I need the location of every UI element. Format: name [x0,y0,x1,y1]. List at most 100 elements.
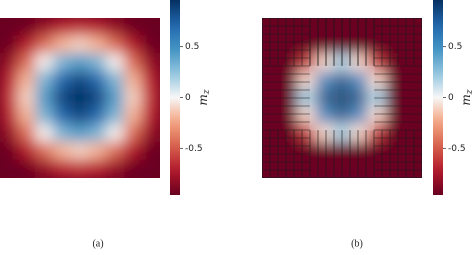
heatmap-cell [70,159,90,178]
heatmap-cell [403,159,422,178]
heatmap-cell [52,35,72,55]
heatmap-cell [52,159,72,178]
heatmap-cell [123,141,143,161]
heatmap [0,18,160,178]
heatmap-cell [297,159,316,178]
heatmap-cell [314,106,334,126]
heatmap-cell [70,35,90,55]
heatmap-cell [332,70,352,90]
heatmap-cell [314,53,334,72]
heatmap-cell [385,35,405,55]
colorbar [433,0,443,195]
heatmap-cell [279,18,299,37]
heatmap-cell [262,124,281,143]
heatmap-cell [141,35,160,55]
heatmap-cell [88,106,108,126]
heatmap-cell [141,141,160,161]
heatmap-cell [403,141,422,161]
heatmap-cell [70,106,90,126]
heatmap-cell [70,141,90,161]
heatmap-cell [314,124,334,143]
heatmap-cell [0,106,19,126]
heatmap-cell [70,88,90,108]
heatmap-cell [35,141,54,161]
heatmap-cell [0,18,19,37]
heatmap-cell [106,88,125,108]
heatmap-cell [70,53,90,72]
heatmap-cell [314,159,334,178]
heatmap-cell [123,35,143,55]
heatmap-cell [141,106,160,126]
heatmap-cell [279,53,299,72]
heatmap-cell [262,106,281,126]
heatmap-cell [279,141,299,161]
heatmap-cell [332,106,352,126]
heatmap-cell [279,124,299,143]
heatmap-cell [17,106,37,126]
heatmap-cell [297,106,316,126]
heatmap-cell [297,141,316,161]
heatmap-cell [385,106,405,126]
heatmap-cell [35,124,54,143]
heatmap-cells [262,18,422,178]
heatmap-cell [17,70,37,90]
heatmap-cell [123,88,143,108]
heatmap-cell [368,159,387,178]
heatmap-cell [314,35,334,55]
heatmap-cell [141,159,160,178]
heatmap-cell [350,70,370,90]
heatmap-cell [314,88,334,108]
heatmap [262,18,422,178]
colorbar-tick-label: 0.5 [185,42,199,52]
heatmap-cell [0,35,19,55]
colorbar [170,0,180,195]
heatmap-cell [123,70,143,90]
heatmap-cell [106,106,125,126]
colorbar-label: mz [196,89,212,105]
heatmap-cell [70,124,90,143]
heatmap-cell [141,124,160,143]
heatmap-cell [350,159,370,178]
heatmap-cell [52,53,72,72]
heatmap-cell [403,106,422,126]
heatmap-cell [35,106,54,126]
heatmap-cell [88,141,108,161]
heatmap-cell [35,70,54,90]
mesh-fine [309,65,375,131]
heatmap-cell [106,124,125,143]
heatmap-cell [141,70,160,90]
heatmap-cell [141,53,160,72]
heatmap-cell [17,124,37,143]
heatmap-cell [106,70,125,90]
heatmap-cell [403,18,422,37]
heatmap-cell [385,124,405,143]
heatmap-cell [88,18,108,37]
heatmap-cell [368,70,387,90]
heatmap-cell [35,159,54,178]
heatmap-cell [314,18,334,37]
heatmap-cell [368,18,387,37]
heatmap-cell [123,159,143,178]
heatmap-cell [350,18,370,37]
heatmap-cell [279,35,299,55]
heatmap-cell [314,141,334,161]
heatmap-cell [403,124,422,143]
heatmap-cell [70,18,90,37]
heatmap-cell [262,141,281,161]
heatmap-cell [17,35,37,55]
heatmap-cell [88,53,108,72]
heatmap-cell [52,141,72,161]
heatmap-cell [52,18,72,37]
colorbar-tick-label: -0.5 [448,144,466,154]
heatmap-cell [106,159,125,178]
heatmap-cell [279,106,299,126]
heatmap-cell [70,70,90,90]
heatmap-cell [350,124,370,143]
heatmap-cell [88,70,108,90]
heatmap-cell [368,35,387,55]
heatmap-cell [385,53,405,72]
heatmap-cell [17,159,37,178]
heatmap-cell [0,159,19,178]
heatmap-cell [35,35,54,55]
heatmap-cell [35,18,54,37]
